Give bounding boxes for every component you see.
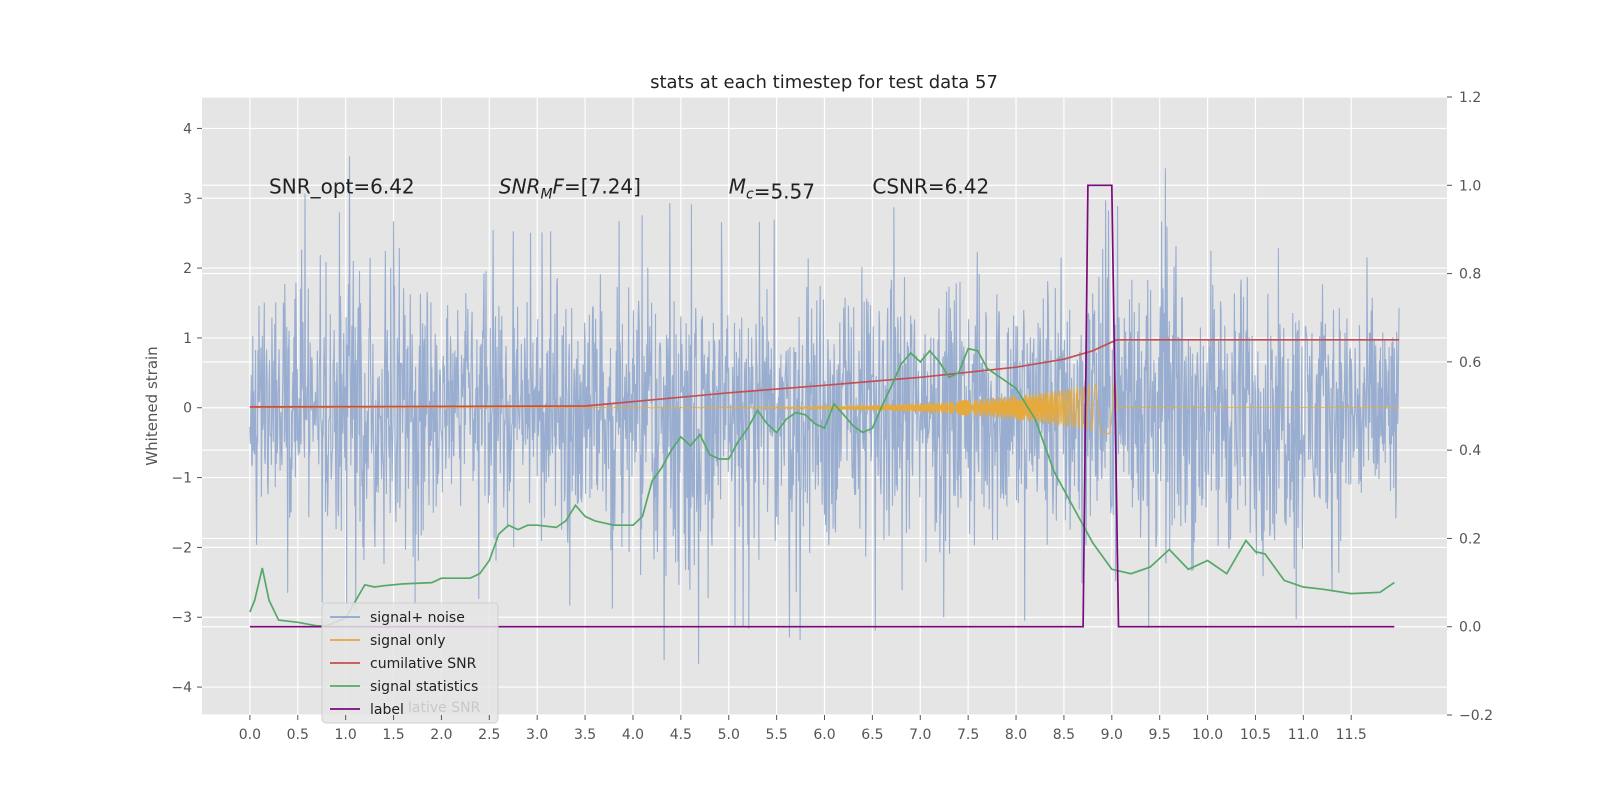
- cumilative-snr-line: [249, 338, 1400, 408]
- y-axis-right: −0.2 0.0 0.2 0.4 0.6 0.8 1.0 1.2: [1447, 90, 1493, 724]
- y-axis-label: Whitened strain: [143, 346, 161, 465]
- label-line: [249, 184, 1395, 628]
- y-left-tick-label: 3: [183, 191, 192, 207]
- x-tick-label: 7.0: [909, 727, 931, 743]
- y-right-tick-label: 0.2: [1459, 531, 1481, 547]
- chirp-layer: [249, 378, 1400, 435]
- x-tick-label: 11.0: [1288, 727, 1319, 743]
- x-tick-label: 10.5: [1240, 727, 1271, 743]
- y-left-tick-label: 2: [183, 261, 192, 277]
- legend-entry-1: signal only: [370, 633, 445, 649]
- chart-title: stats at each timestep for test data 57: [650, 72, 998, 93]
- x-tick-label: 2.5: [478, 727, 500, 743]
- y-right-tick-label: 0.0: [1459, 620, 1481, 636]
- legend-box: [321, 602, 499, 724]
- signal-only-line: [584, 378, 1400, 435]
- legend-entry-4: label: [370, 702, 404, 718]
- noise-layer: [249, 156, 1400, 664]
- x-tick-label: 5.5: [765, 727, 787, 743]
- legend-obscured-text: lative SNR: [408, 700, 481, 716]
- signal-statistics-line: [249, 347, 1395, 627]
- legend: lative SNR signal+ noise signal only cumila…: [321, 602, 499, 724]
- legend-entry-3: signal statistics: [370, 679, 478, 695]
- x-tick-label: 1.5: [382, 727, 404, 743]
- legend-entry-0: signal+ noise: [370, 610, 465, 626]
- y-axis-left: −4 −3 −2 −1 0 1 2 3 4: [171, 121, 202, 696]
- x-tick-label: 2.0: [430, 727, 452, 743]
- lines-layer: [249, 184, 1400, 628]
- x-tick-label: 8.5: [1053, 727, 1075, 743]
- y-left-tick-label: −3: [171, 610, 192, 626]
- x-tick-label: 0.0: [239, 727, 261, 743]
- annotations: SNR_opt=6.42 SNRMF=[7.24] Mc=5.57 CSNR=6.42: [269, 174, 989, 203]
- x-tick-label: 6.0: [813, 727, 835, 743]
- x-tick-label: 0.5: [287, 727, 309, 743]
- x-tick-label: 9.5: [1149, 727, 1171, 743]
- x-tick-label: 6.5: [861, 727, 883, 743]
- legend-entry-2: cumilative SNR: [370, 656, 477, 672]
- y-left-tick-label: 1: [183, 331, 192, 347]
- y-right-tick-label: 0.8: [1459, 267, 1481, 283]
- annotation-0: SNR_opt=6.42: [269, 174, 415, 198]
- y-left-tick-label: 0: [183, 401, 192, 417]
- x-tick-label: 7.5: [957, 727, 979, 743]
- x-tick-label: 8.0: [1005, 727, 1027, 743]
- x-tick-label: 3.0: [526, 727, 548, 743]
- x-tick-label: 4.5: [670, 727, 692, 743]
- x-tick-label: 11.5: [1336, 727, 1367, 743]
- x-tick-label: 3.5: [574, 727, 596, 743]
- y-left-tick-label: −1: [171, 471, 192, 487]
- annotation-1: SNRMF=[7.24]: [499, 174, 641, 202]
- y-left-tick-label: −4: [171, 680, 192, 696]
- x-tick-label: 9.0: [1101, 727, 1123, 743]
- x-tick-label: 1.0: [335, 727, 357, 743]
- signal-plus-noise-line: [249, 156, 1400, 664]
- y-right-tick-label: 0.4: [1459, 443, 1481, 459]
- y-left-tick-label: 4: [183, 121, 192, 137]
- y-right-tick-label: 0.6: [1459, 355, 1481, 371]
- y-right-tick-label: −0.2: [1459, 708, 1493, 724]
- x-tick-label: 4.0: [622, 727, 644, 743]
- x-tick-label: 5.0: [718, 727, 740, 743]
- y-right-tick-label: 1.2: [1459, 90, 1481, 106]
- y-right-tick-label: 1.0: [1459, 178, 1481, 194]
- annotation-3: CSNR=6.42: [872, 174, 989, 198]
- x-axis: 0.0 0.5 1.0 1.5 2.0 2.5 3.0 3.5 4.0 4.5 5.0 5.5 6.0 6…: [239, 715, 1367, 743]
- annotation-2: Mc=5.57: [729, 174, 815, 203]
- x-tick-label: 10.0: [1192, 727, 1223, 743]
- y-left-tick-label: −2: [171, 540, 192, 556]
